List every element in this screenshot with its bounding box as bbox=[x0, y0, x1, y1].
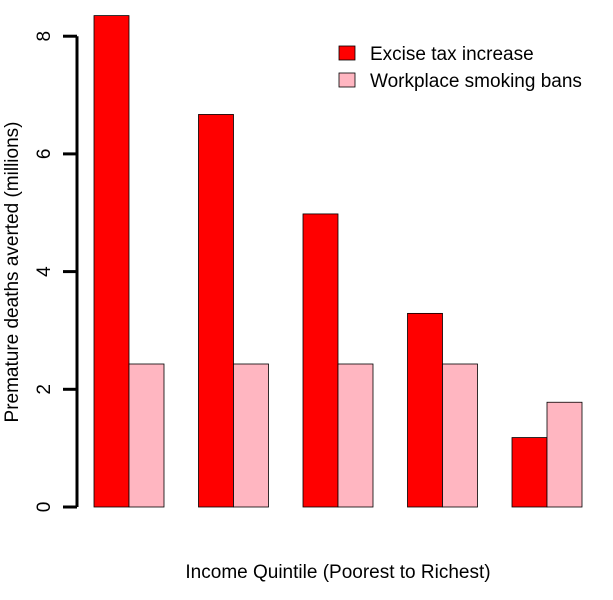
y-tick-label-0: 0 bbox=[34, 502, 55, 513]
bar-excise-q4 bbox=[407, 312, 443, 508]
y-axis-label: Premature deaths averted (millions) bbox=[2, 122, 23, 423]
y-tick-label-6: 6 bbox=[34, 149, 55, 160]
legend-label-excise: Excise tax increase bbox=[370, 44, 534, 65]
legend-label-workplace: Workplace smoking bans bbox=[370, 71, 582, 92]
bar-excise-q2 bbox=[198, 114, 234, 508]
bar-workplace-q3 bbox=[337, 363, 374, 508]
legend-swatch-excise bbox=[338, 45, 356, 61]
bar-excise-q3 bbox=[302, 213, 339, 508]
bars-group bbox=[93, 15, 583, 508]
legend: Excise tax increase Workplace smoking ban… bbox=[338, 44, 582, 92]
bar-workplace-q5 bbox=[546, 401, 583, 508]
bar-excise-q5 bbox=[511, 437, 548, 508]
y-axis: 0 2 4 6 8 bbox=[34, 31, 79, 513]
bar-workplace-q4 bbox=[442, 363, 478, 508]
x-axis-label: Income Quintile (Poorest to Richest) bbox=[185, 562, 490, 583]
bar-excise-q1 bbox=[93, 15, 130, 508]
y-tick-label-2: 2 bbox=[34, 384, 55, 395]
y-tick-label-8: 8 bbox=[34, 31, 55, 42]
y-tick-label-4: 4 bbox=[34, 266, 55, 277]
bar-workplace-q1 bbox=[128, 363, 165, 508]
legend-swatch-workplace bbox=[338, 72, 356, 88]
bar-workplace-q2 bbox=[233, 363, 269, 508]
